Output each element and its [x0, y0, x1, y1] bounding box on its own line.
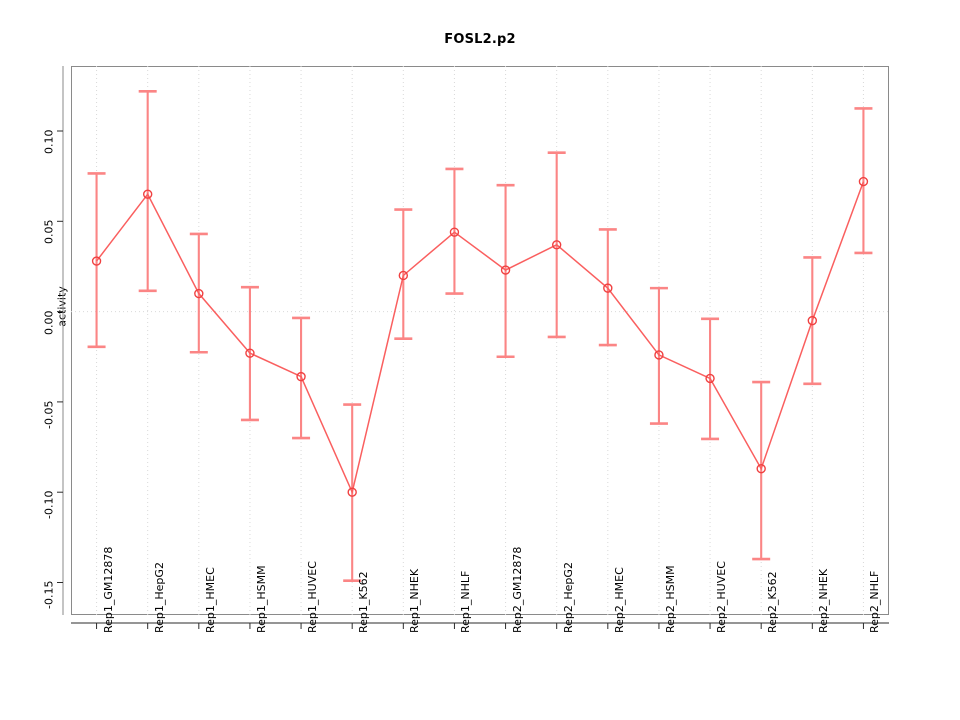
- x-axis-tick-label: Rep1_HUVEC: [306, 561, 320, 633]
- x-axis-tick-label: Rep2_GM12878: [510, 546, 524, 633]
- plot-panel: [71, 66, 889, 615]
- y-axis-tick-label: 0.05: [42, 219, 56, 245]
- x-axis-tick-label: Rep1_K562: [357, 571, 371, 633]
- x-axis-tick-label: Rep2_HMEC: [612, 567, 626, 633]
- x-axis-tick-label: Rep2_HSMM: [663, 565, 677, 633]
- y-axis-label: activity: [55, 286, 69, 327]
- x-axis-tick-label: Rep2_HUVEC: [715, 561, 729, 633]
- chart-title: FOSL2.p2: [444, 32, 516, 47]
- x-axis-tick-label: Rep1_HMEC: [203, 567, 217, 633]
- x-axis-tick-label: Rep1_GM12878: [101, 546, 115, 633]
- y-axis-tick-label: 0.10: [42, 129, 56, 155]
- y-axis-tick-label: -0.15: [42, 580, 56, 610]
- y-axis-tick-label: -0.10: [42, 490, 56, 520]
- x-axis-tick-label: Rep1_HSMM: [254, 565, 268, 633]
- y-axis-tick-label: 0.00: [42, 310, 56, 335]
- x-axis-tick-label: Rep2_NHEK: [817, 568, 831, 633]
- x-axis-tick-label: Rep1_NHEK: [408, 568, 422, 633]
- x-axis-tick-label: Rep1_HepG2: [152, 562, 166, 633]
- x-axis-tick-label: Rep2_HepG2: [561, 562, 575, 633]
- x-axis-tick-label: Rep1_NHLF: [459, 570, 473, 633]
- y-axis-tick-label: -0.05: [42, 400, 56, 429]
- x-axis-tick-label: Rep2_NHLF: [868, 570, 882, 633]
- x-axis-tick-label: Rep2_K562: [766, 571, 780, 633]
